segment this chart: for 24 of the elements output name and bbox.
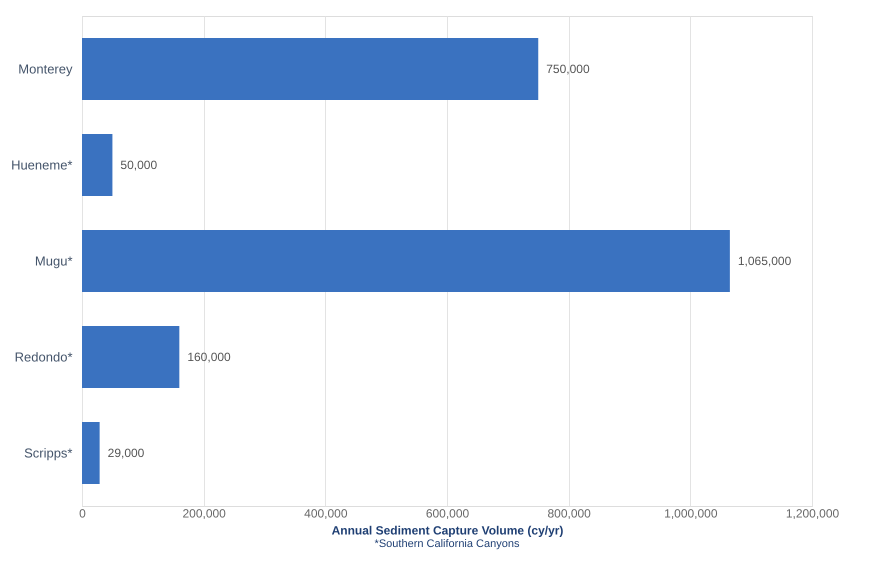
x-tick-label: 800,000 (547, 506, 592, 520)
x-tick-label: 200,000 (182, 506, 226, 520)
y-tick-label: Mugu* (34, 254, 72, 268)
x-tick-label: 1,200,000 (786, 506, 840, 520)
data-label: 1,065,000 (738, 254, 792, 268)
x-tick-label: 1,000,000 (664, 506, 718, 520)
bar (82, 134, 112, 196)
y-tick-label: Hueneme* (11, 158, 72, 172)
x-tick-label: 400,000 (304, 506, 348, 520)
x-axis-title: Annual Sediment Capture Volume (cy/yr) (332, 524, 564, 538)
data-label: 750,000 (546, 62, 590, 76)
y-tick-label: Redondo* (14, 350, 72, 364)
bar (82, 38, 538, 100)
text: *Southern California Canyons (374, 538, 520, 550)
bar (82, 230, 730, 292)
y-tick-label: Monterey (18, 62, 73, 76)
x-tick-label: 0 (79, 506, 86, 520)
data-label: 50,000 (120, 158, 158, 172)
data-label: 160,000 (187, 350, 232, 364)
y-tick-label: Scripps* (24, 446, 72, 460)
bar (82, 326, 180, 388)
data-label: 29,000 (108, 446, 145, 460)
bar (82, 422, 100, 484)
x-tick-label: 600,000 (426, 506, 470, 520)
